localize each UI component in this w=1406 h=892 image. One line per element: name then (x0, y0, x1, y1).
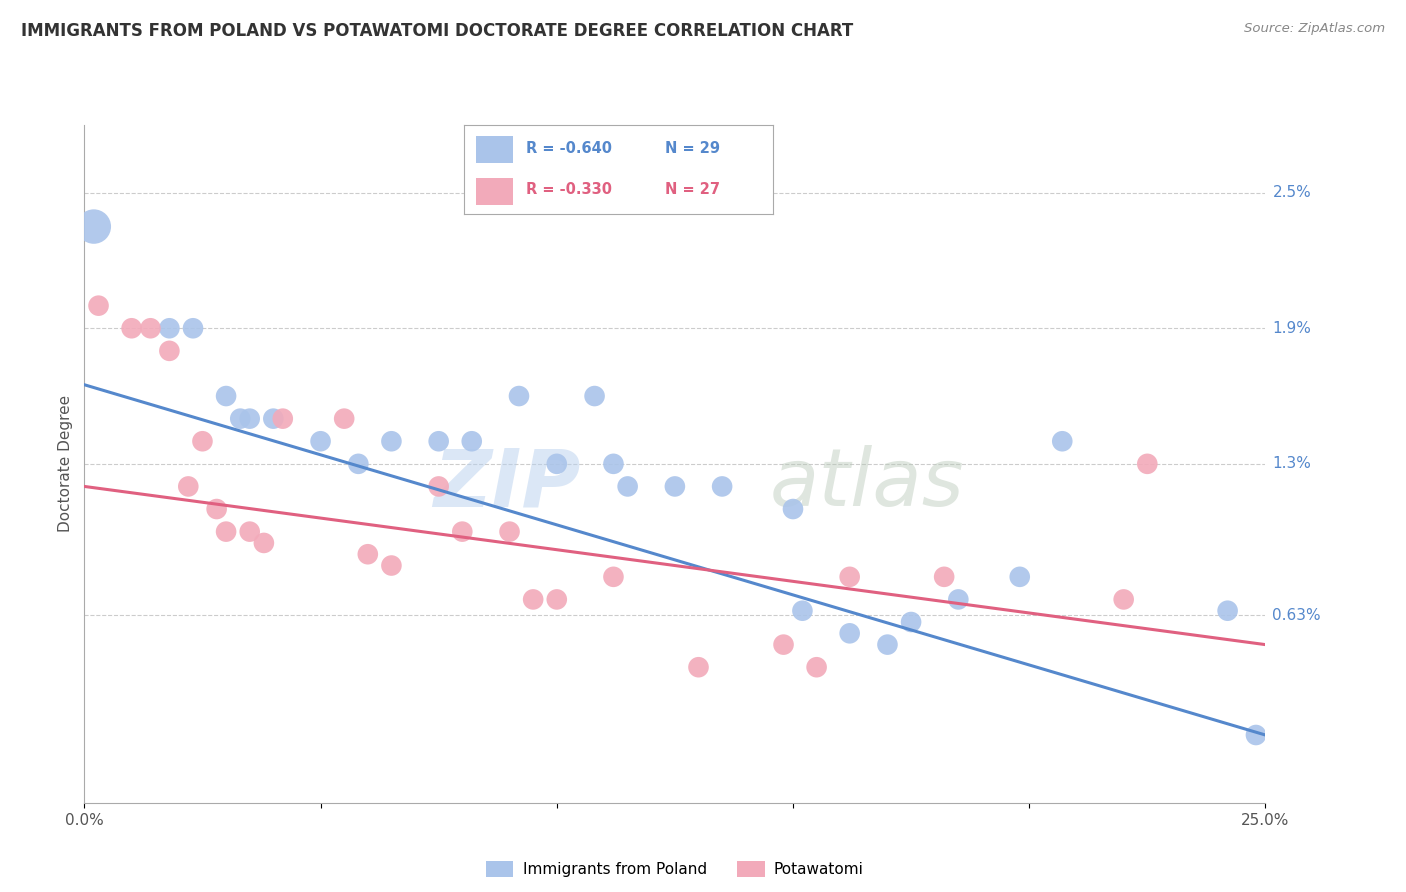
Point (427, 434, 450, 449)
Point (498, 524, 520, 539)
Point (688, 660, 710, 674)
Point (177, 479, 200, 493)
Point (215, 389, 238, 403)
Text: N = 27: N = 27 (665, 183, 720, 197)
Point (451, 524, 474, 539)
Text: 0.63%: 0.63% (1272, 607, 1322, 623)
Y-axis label: Doctorate Degree: Doctorate Degree (58, 395, 73, 533)
Point (583, 389, 606, 403)
Bar (477, 136, 513, 163)
Point (602, 457, 624, 471)
Point (309, 434, 332, 449)
Point (546, 592, 568, 607)
Point (1008, 570, 1031, 584)
Point (262, 411, 284, 425)
Point (1136, 457, 1159, 471)
Text: 2.5%: 2.5% (1272, 186, 1312, 200)
Point (157, 321, 180, 335)
Point (792, 604, 814, 618)
Point (838, 626, 860, 640)
Text: N = 29: N = 29 (665, 142, 720, 156)
Point (229, 411, 252, 425)
Point (83, 219, 105, 234)
Point (838, 570, 860, 584)
Point (139, 321, 162, 335)
Text: ZIP: ZIP (433, 445, 581, 524)
Point (357, 547, 380, 561)
Text: 1.9%: 1.9% (1272, 321, 1312, 335)
Point (427, 479, 450, 493)
Point (87, 299, 110, 313)
Point (546, 457, 568, 471)
Point (181, 321, 204, 335)
Point (333, 411, 356, 425)
Text: IMMIGRANTS FROM POLAND VS POTAWATOMI DOCTORATE DEGREE CORRELATION CHART: IMMIGRANTS FROM POLAND VS POTAWATOMI DOC… (21, 22, 853, 40)
Text: R = -0.640: R = -0.640 (526, 142, 612, 156)
Point (522, 592, 544, 607)
Text: 1.3%: 1.3% (1272, 457, 1312, 471)
Point (157, 343, 180, 358)
Point (772, 638, 794, 652)
Bar (477, 178, 513, 205)
Text: atlas: atlas (769, 445, 965, 524)
Text: R = -0.330: R = -0.330 (526, 183, 612, 197)
Point (711, 479, 734, 493)
Point (121, 321, 143, 335)
Point (1244, 728, 1267, 742)
Point (782, 502, 804, 516)
Point (271, 411, 294, 425)
Point (205, 502, 228, 516)
Text: Source: ZipAtlas.com: Source: ZipAtlas.com (1244, 22, 1385, 36)
Point (948, 592, 970, 607)
Point (239, 411, 262, 425)
Point (1216, 604, 1239, 618)
Point (602, 570, 624, 584)
Point (461, 434, 484, 449)
Point (239, 524, 262, 539)
Point (1052, 434, 1074, 449)
Point (664, 479, 686, 493)
Point (380, 558, 402, 573)
Legend: Immigrants from Poland, Potawatomi: Immigrants from Poland, Potawatomi (479, 855, 870, 883)
Point (347, 457, 370, 471)
Point (253, 536, 276, 550)
Point (876, 638, 898, 652)
Point (380, 434, 402, 449)
Point (616, 479, 638, 493)
Point (191, 434, 214, 449)
Point (1112, 592, 1135, 607)
Point (806, 660, 828, 674)
Point (215, 524, 238, 539)
Point (508, 389, 530, 403)
Point (900, 615, 922, 629)
Point (934, 570, 956, 584)
